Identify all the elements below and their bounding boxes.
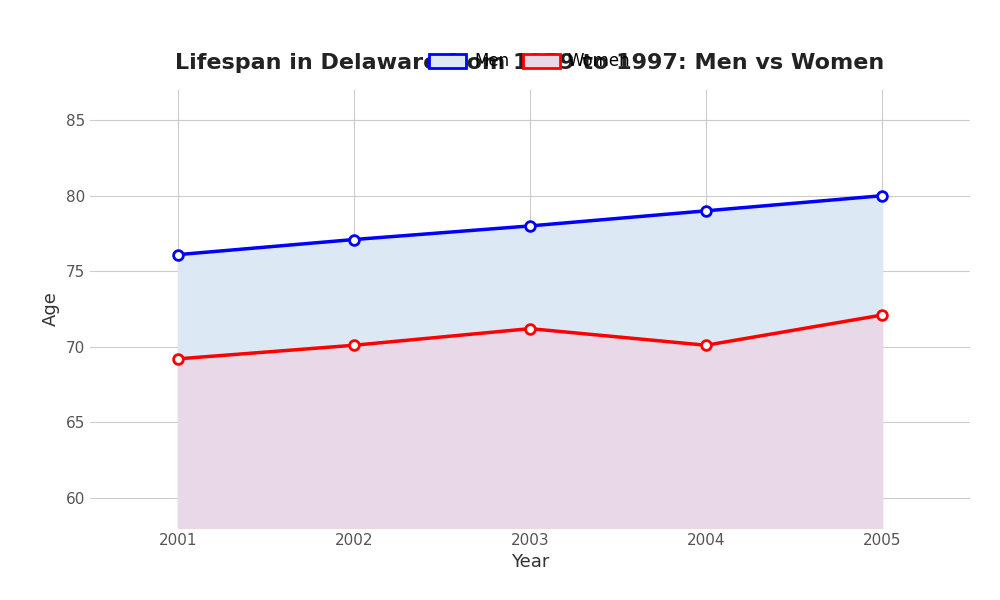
Women <box>700 341 712 349</box>
Men <box>348 236 360 243</box>
Women <box>524 325 536 332</box>
Line: Men: Men <box>173 191 887 259</box>
Men <box>172 251 184 258</box>
Y-axis label: Age: Age <box>42 292 60 326</box>
Women <box>348 341 360 349</box>
Title: Lifespan in Delaware from 1959 to 1997: Men vs Women: Lifespan in Delaware from 1959 to 1997: … <box>175 53 885 73</box>
Women <box>172 355 184 362</box>
Line: Women: Women <box>173 310 887 364</box>
X-axis label: Year: Year <box>511 553 549 571</box>
Legend: Men, Women: Men, Women <box>423 46 637 77</box>
Women <box>876 311 888 319</box>
Men <box>524 223 536 230</box>
Men <box>876 192 888 199</box>
Men <box>700 207 712 214</box>
